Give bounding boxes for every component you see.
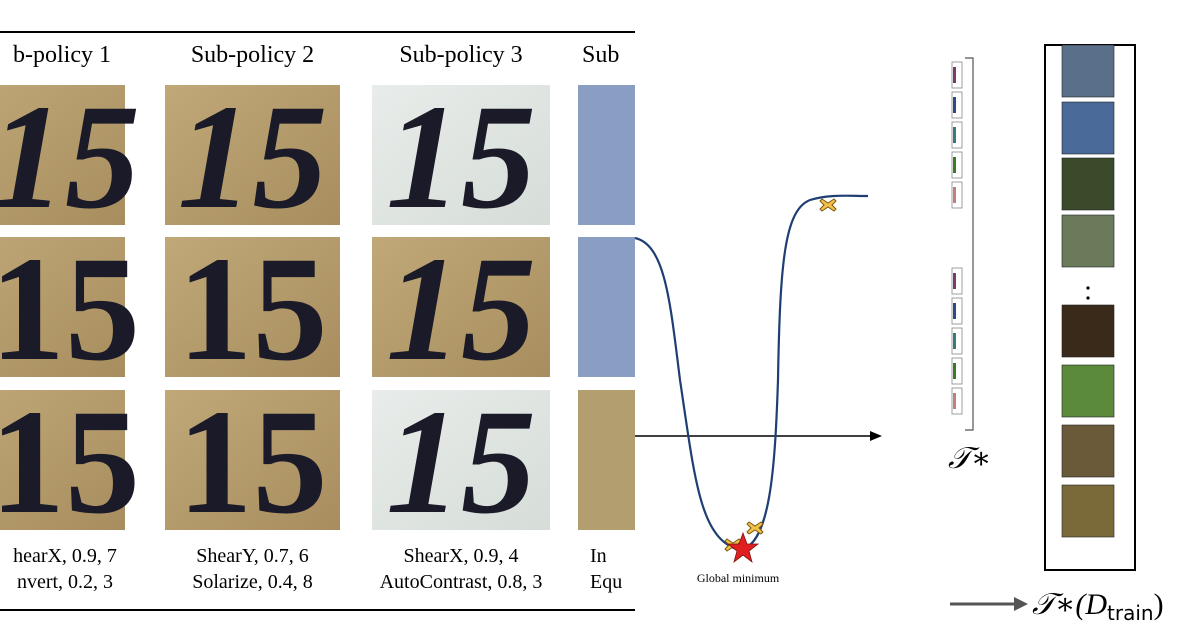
star-marker xyxy=(726,531,760,564)
tile-digits: 15 xyxy=(386,379,536,545)
caption: AutoContrast, 0.8, 3 xyxy=(380,571,543,593)
tile-digits: 15 xyxy=(0,226,140,392)
caption: In xyxy=(590,545,607,567)
markers xyxy=(724,198,837,552)
policy-slot xyxy=(951,121,963,149)
policy-op xyxy=(953,333,956,349)
label-head: 𝒯∗(D xyxy=(1032,588,1107,621)
policy-op xyxy=(953,97,956,113)
loss-curve xyxy=(634,194,869,552)
image-tile xyxy=(578,390,635,530)
policy-slot xyxy=(951,61,963,89)
bracket xyxy=(965,57,974,431)
policy-slot xyxy=(951,297,963,325)
tile-digits: 15 xyxy=(178,226,328,392)
thumbnail xyxy=(1061,44,1115,98)
policy-op xyxy=(953,393,956,409)
policy-op xyxy=(953,127,956,143)
arrow-head xyxy=(1014,597,1028,611)
image-tile xyxy=(372,85,550,225)
policy-op xyxy=(953,303,956,319)
cross-marker xyxy=(746,521,764,535)
image-tile xyxy=(0,237,125,377)
cross-marker xyxy=(819,198,837,212)
image-tile xyxy=(578,237,635,377)
caption: ShearX, 0.9, 4 xyxy=(404,545,519,567)
image-tile xyxy=(165,390,340,530)
policy-op xyxy=(953,273,956,289)
image-tile xyxy=(372,390,550,530)
caption: hearX, 0.9, 7 xyxy=(13,545,117,567)
thumbnail xyxy=(1061,484,1115,538)
output-label: 𝒯∗(Dtrain) xyxy=(1032,588,1164,625)
policy-slot xyxy=(951,181,963,209)
caption: Equ xyxy=(590,571,622,593)
policy-slot xyxy=(951,387,963,415)
policy-op xyxy=(953,363,956,379)
thumbnail xyxy=(1061,364,1115,418)
image-tile xyxy=(578,85,635,225)
thumbnail xyxy=(1061,157,1115,211)
thumbnail xyxy=(1061,214,1115,268)
policy-slot xyxy=(951,267,963,295)
tile-digits: 15 xyxy=(0,379,140,545)
thumbnail xyxy=(1061,424,1115,478)
annotation: Global minimum xyxy=(697,571,780,585)
policy-slot xyxy=(951,151,963,179)
thumbnail xyxy=(1061,101,1115,155)
axis-arrow xyxy=(870,431,882,441)
policy-op xyxy=(953,157,956,173)
tile-digits: 15 xyxy=(178,74,328,240)
tile-digits: 15 xyxy=(178,379,328,545)
policy-op xyxy=(953,187,956,203)
caption: nvert, 0.2, 3 xyxy=(17,571,113,593)
policy-slot xyxy=(951,91,963,119)
thumbnail xyxy=(1061,304,1115,358)
tile-digits: 15 xyxy=(386,226,536,392)
image-tile xyxy=(372,237,550,377)
policy-slot xyxy=(951,327,963,355)
caption: Solarize, 0.4, 8 xyxy=(192,571,313,593)
image-tile xyxy=(165,85,340,225)
output-batch: 𝒯∗(Dtrain) xyxy=(950,44,1164,625)
column-header: Sub-policy 3 xyxy=(399,42,522,68)
loss-plot: Global minimum xyxy=(634,194,882,585)
image-tile xyxy=(0,85,125,225)
policy-label: 𝒯∗ xyxy=(948,442,991,475)
caption: ShearY, 0.7, 6 xyxy=(196,545,308,567)
column-header: Sub xyxy=(582,42,619,68)
label-sub: train xyxy=(1107,601,1154,625)
policy-op xyxy=(953,67,956,83)
tile-digits: 15 xyxy=(386,74,536,240)
label-close: ) xyxy=(1154,588,1164,621)
column-header: b-policy 1 xyxy=(13,42,111,68)
column-header: Sub-policy 2 xyxy=(191,42,314,68)
tile-digits: 15 xyxy=(0,74,140,240)
policy-stack: 𝒯∗ xyxy=(948,57,991,475)
policy-slot xyxy=(951,357,963,385)
image-tile xyxy=(0,390,125,530)
image-tile xyxy=(165,237,340,377)
